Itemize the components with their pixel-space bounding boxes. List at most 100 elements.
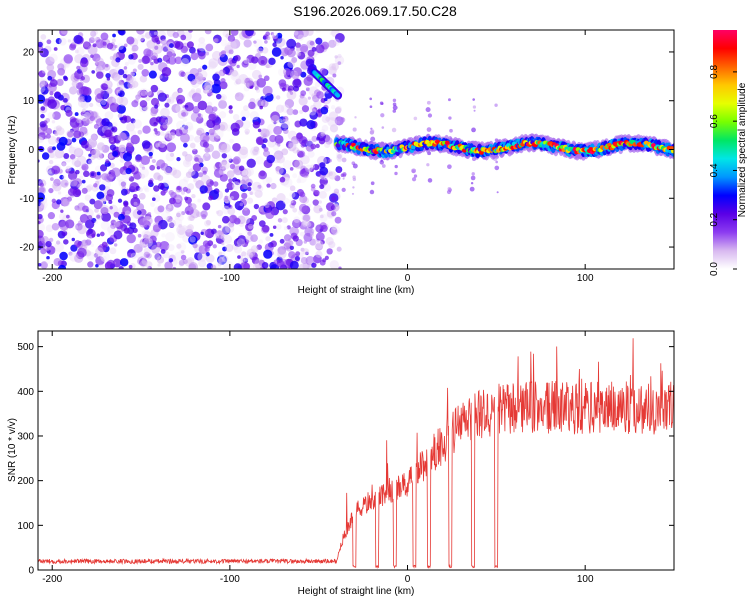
noise-blob <box>275 166 284 175</box>
noise-blob <box>111 38 116 43</box>
noise-blob <box>240 258 246 263</box>
noise-blob <box>163 179 171 187</box>
noise-blob <box>67 170 78 181</box>
noise-blob <box>328 158 332 163</box>
noise-blob <box>100 197 106 204</box>
noise-blob <box>87 159 93 165</box>
carrier-spread <box>342 177 345 180</box>
noise-blob <box>95 256 105 266</box>
carrier-spread <box>496 191 499 194</box>
noise-blob <box>323 156 331 164</box>
noise-blob <box>243 57 250 64</box>
noise-blob <box>296 133 304 142</box>
noise-blob <box>243 206 248 211</box>
noise-blob <box>198 244 208 254</box>
noise-blob <box>219 94 227 102</box>
noise-blob <box>245 222 254 232</box>
noise-blob <box>149 155 153 159</box>
noise-blob <box>149 235 157 243</box>
noise-blob <box>62 97 68 103</box>
snr-ytick-label: 200 <box>17 476 34 487</box>
noise-blob <box>194 135 201 143</box>
noise-blob <box>74 240 82 248</box>
noise-blob <box>115 220 124 230</box>
carrier-spread <box>448 116 452 120</box>
noise-blob <box>173 198 182 208</box>
noise-blob <box>208 58 219 69</box>
snr-xlabel: Height of straight line (km) <box>298 586 415 597</box>
noise-blob <box>139 92 143 97</box>
noise-blob <box>326 65 331 71</box>
noise-blob <box>222 263 231 269</box>
noise-blob <box>77 207 82 212</box>
noise-blob <box>188 125 194 131</box>
noise-blob <box>299 191 306 198</box>
noise-blob <box>221 159 228 166</box>
noise-blob <box>153 140 163 150</box>
noise-blob <box>165 208 171 214</box>
noise-blob <box>286 225 291 230</box>
noise-blob <box>287 85 295 92</box>
noise-blob <box>239 202 244 207</box>
noise-blob <box>277 249 287 259</box>
noise-blob <box>118 91 123 97</box>
noise-blob <box>69 144 73 148</box>
noise-blob <box>38 41 43 48</box>
noise-blob <box>221 215 230 224</box>
noise-blob <box>307 96 311 100</box>
noise-blob <box>90 172 95 177</box>
noise-blob <box>276 192 286 203</box>
noise-blob <box>160 249 166 254</box>
noise-blob <box>180 126 184 131</box>
carrier-spread <box>426 127 432 132</box>
noise-blob <box>212 73 220 82</box>
noise-blob <box>314 190 320 195</box>
noise-blob <box>249 191 254 195</box>
noise-blob <box>336 246 342 252</box>
noise-blob <box>335 32 345 43</box>
noise-blob <box>79 213 89 223</box>
noise-blob <box>313 254 322 264</box>
noise-blob <box>270 240 277 248</box>
noise-blob <box>181 211 186 216</box>
noise-blob <box>90 30 97 37</box>
noise-blob <box>308 107 317 116</box>
noise-blob <box>254 86 259 91</box>
noise-blob <box>336 151 343 158</box>
noise-blob <box>104 129 112 138</box>
noise-blob <box>88 153 92 157</box>
noise-blob <box>207 101 213 107</box>
noise-blob <box>326 248 333 255</box>
noise-blob <box>291 71 300 80</box>
noise-blob <box>40 248 47 255</box>
noise-blob <box>47 112 55 120</box>
noise-blob <box>83 170 90 178</box>
noise-blob <box>293 85 300 92</box>
carrier-spread <box>392 102 397 107</box>
noise-blob <box>148 70 157 79</box>
noise-blob <box>160 118 166 123</box>
noise-blob <box>38 84 46 93</box>
noise-blob <box>129 76 137 84</box>
noise-blob <box>313 100 322 109</box>
noise-blob <box>45 224 54 233</box>
noise-blob <box>58 136 68 146</box>
noise-blob <box>196 129 203 136</box>
carrier-spread <box>369 97 373 101</box>
noise-blob <box>38 207 43 211</box>
noise-blob <box>295 42 301 49</box>
noise-blob <box>204 152 210 157</box>
noise-blob <box>299 30 309 38</box>
noise-blob <box>328 171 334 176</box>
noise-blob <box>96 214 101 219</box>
noise-blob <box>130 118 136 124</box>
noise-blob <box>75 169 80 175</box>
noise-blob <box>250 234 258 243</box>
noise-blob <box>159 240 170 251</box>
noise-blob <box>147 265 152 269</box>
noise-blob <box>93 183 98 188</box>
noise-blob <box>176 212 181 218</box>
noise-blob <box>57 191 62 195</box>
noise-blob <box>329 124 339 133</box>
carrier-spread <box>449 128 453 133</box>
